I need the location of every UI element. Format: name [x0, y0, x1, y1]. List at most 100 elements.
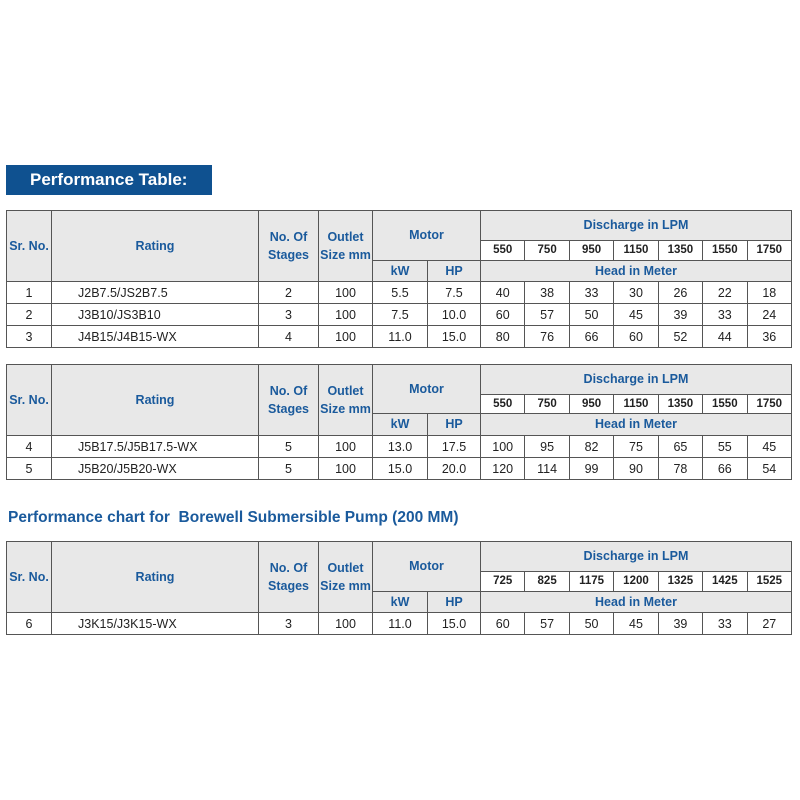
- cell-head: 27: [746, 612, 793, 635]
- lpm-value: 825: [524, 571, 570, 592]
- cell-head: 60: [613, 325, 659, 348]
- header-kw: kW: [372, 413, 428, 436]
- lpm-value: 1350: [657, 394, 704, 414]
- cell-head: 39: [657, 612, 704, 635]
- cell-head: 78: [657, 457, 704, 480]
- cell-hp: 7.5: [427, 281, 481, 304]
- header-motor: Motor: [372, 541, 481, 592]
- header-outlet: Outlet Size mm: [318, 210, 373, 282]
- header-hp: HP: [427, 591, 481, 613]
- cell-rating: J3K15/J3K15-WX: [51, 612, 259, 635]
- borewell-chart-title: Performance chart for Borewell Submersib…: [8, 509, 459, 526]
- cell-hp: 15.0: [427, 325, 481, 348]
- lpm-value: 550: [479, 394, 526, 414]
- cell-head: 45: [613, 303, 659, 326]
- cell-hp: 20.0: [427, 457, 481, 480]
- lpm-value: 1525: [746, 571, 793, 592]
- cell-head: 57: [524, 303, 570, 326]
- cell-head: 36: [746, 325, 793, 348]
- header-head: Head in Meter: [480, 591, 792, 613]
- lpm-value: 1550: [702, 240, 748, 261]
- cell-head: 57: [524, 612, 570, 635]
- cell-outlet: 100: [318, 612, 373, 635]
- header-discharge: Discharge in LPM: [480, 364, 792, 395]
- cell-head: 75: [613, 435, 659, 458]
- lpm-value: 950: [568, 240, 615, 261]
- lpm-value: 1550: [702, 394, 748, 414]
- table-row: 5 J5B20/J5B20-WX 5 100 15.0 20.0 120 114 99 90 78 6…: [6, 457, 793, 480]
- cell-stages: 3: [258, 303, 319, 326]
- performance-table-1: Sr. No. Rating No. Of Stages Outlet Size mm…: [6, 210, 793, 348]
- cell-stages: 2: [258, 281, 319, 304]
- header-kw: kW: [372, 591, 428, 613]
- cell-head: 95: [524, 435, 570, 458]
- cell-kw: 11.0: [372, 612, 428, 635]
- header-motor: Motor: [372, 210, 481, 261]
- cell-head: 90: [613, 457, 659, 480]
- cell-head: 60: [479, 303, 526, 326]
- header-outlet: Outlet Size mm: [318, 541, 373, 613]
- cell-head: 99: [568, 457, 615, 480]
- header-sr: Sr. No.: [6, 210, 52, 282]
- cell-outlet: 100: [318, 435, 373, 458]
- cell-sr: 6: [6, 612, 52, 635]
- header-sr: Sr. No.: [6, 364, 52, 436]
- cell-head: 44: [702, 325, 748, 348]
- lpm-value: 750: [524, 240, 570, 261]
- cell-outlet: 100: [318, 281, 373, 304]
- lpm-value: 1150: [613, 394, 659, 414]
- cell-rating: J5B20/J5B20-WX: [51, 457, 259, 480]
- cell-head: 45: [746, 435, 793, 458]
- cell-head: 50: [568, 612, 615, 635]
- cell-outlet: 100: [318, 457, 373, 480]
- cell-head: 114: [524, 457, 570, 480]
- cell-head: 82: [568, 435, 615, 458]
- cell-head: 40: [479, 281, 526, 304]
- cell-rating: J3B10/JS3B10: [51, 303, 259, 326]
- cell-stages: 4: [258, 325, 319, 348]
- header-discharge: Discharge in LPM: [480, 541, 792, 572]
- cell-hp: 10.0: [427, 303, 481, 326]
- lpm-value: 550: [479, 240, 526, 261]
- cell-rating: J2B7.5/JS2B7.5: [51, 281, 259, 304]
- cell-sr: 5: [6, 457, 52, 480]
- lpm-value: 1350: [657, 240, 704, 261]
- cell-hp: 17.5: [427, 435, 481, 458]
- cell-head: 65: [657, 435, 704, 458]
- header-rating: Rating: [51, 364, 259, 436]
- cell-rating: J5B17.5/J5B17.5-WX: [51, 435, 259, 458]
- cell-head: 38: [524, 281, 570, 304]
- cell-head: 66: [702, 457, 748, 480]
- header-hp: HP: [427, 260, 481, 282]
- cell-sr: 1: [6, 281, 52, 304]
- cell-head: 76: [524, 325, 570, 348]
- cell-head: 33: [702, 303, 748, 326]
- cell-rating: J4B15/J4B15-WX: [51, 325, 259, 348]
- header-motor: Motor: [372, 364, 481, 414]
- cell-head: 22: [702, 281, 748, 304]
- header-rating: Rating: [51, 210, 259, 282]
- cell-head: 120: [479, 457, 526, 480]
- header-stages: No. Of Stages: [258, 364, 319, 436]
- cell-head: 30: [613, 281, 659, 304]
- table-row: 3 J4B15/J4B15-WX 4 100 11.0 15.0 80 76 66 60 52 44 3…: [6, 325, 793, 348]
- cell-head: 39: [657, 303, 704, 326]
- header-hp: HP: [427, 413, 481, 436]
- cell-kw: 11.0: [372, 325, 428, 348]
- cell-head: 33: [568, 281, 615, 304]
- cell-kw: 5.5: [372, 281, 428, 304]
- lpm-value: 1425: [702, 571, 748, 592]
- lpm-value: 950: [568, 394, 615, 414]
- cell-head: 18: [746, 281, 793, 304]
- header-head: Head in Meter: [480, 260, 792, 282]
- cell-stages: 3: [258, 612, 319, 635]
- cell-sr: 3: [6, 325, 52, 348]
- cell-kw: 15.0: [372, 457, 428, 480]
- cell-head: 60: [479, 612, 526, 635]
- cell-head: 55: [702, 435, 748, 458]
- cell-outlet: 100: [318, 303, 373, 326]
- cell-kw: 13.0: [372, 435, 428, 458]
- header-head: Head in Meter: [480, 413, 792, 436]
- cell-head: 45: [613, 612, 659, 635]
- cell-head: 100: [479, 435, 526, 458]
